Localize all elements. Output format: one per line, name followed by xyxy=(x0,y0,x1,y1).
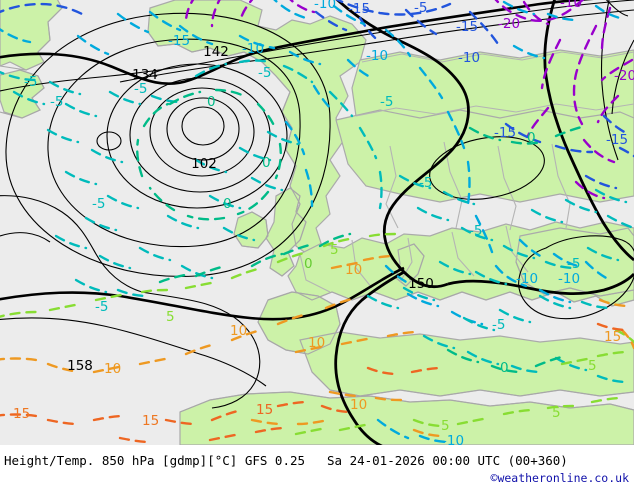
isotherm-label-minus15: -15 xyxy=(348,1,370,17)
isotherm-label-minus15: -15 xyxy=(494,125,516,141)
isotherm-plus10-layer xyxy=(0,254,634,438)
isotherm-label-minus10: -10 xyxy=(560,0,582,11)
isotherm-label-minus15: -15 xyxy=(168,33,190,49)
footer-bar: Height/Temp. 850 hPa [gdmp][°C] GFS 0.25… xyxy=(0,445,634,490)
isotherm-label-plus5: 5 xyxy=(441,418,450,434)
footer-valid-time-label: Sa 24-01-2026 00:00 UTC (00+360) xyxy=(327,453,568,468)
isotherm-plus15-layer xyxy=(0,322,630,444)
isotherm-label-minus5: -5 xyxy=(50,94,63,110)
isotherm-label-minus5: -5 xyxy=(258,65,271,81)
height-label-158: 158 xyxy=(67,358,93,374)
isotherm-minus20-layer xyxy=(184,0,634,200)
isotherm-label-zero: 0 xyxy=(223,196,232,212)
isotherm-label-zero: 0 xyxy=(527,130,536,146)
height-contour-ridge-closed xyxy=(429,136,545,200)
isotherm-label-minus5: -5 xyxy=(92,196,105,212)
isotherm-label-plus15: 15 xyxy=(142,413,159,429)
isotherm-label-minus5: -5 xyxy=(414,0,427,16)
isotherm-label-minus10: -10 xyxy=(516,271,538,287)
height-contour-right-thin xyxy=(600,0,619,161)
isotherm-label-plus10: 10 xyxy=(104,361,121,377)
isotherm-plus5-layer xyxy=(0,232,634,436)
height-contour-bold-trough xyxy=(0,0,593,85)
isotherm-label-plus5: 5 xyxy=(588,358,597,374)
height-label-142: 142 xyxy=(203,44,229,60)
isotherm-label-minus5: -5 xyxy=(492,317,505,333)
height-contour-right-thin2 xyxy=(611,39,634,115)
isotherm-label-minus5: -5 xyxy=(24,74,37,90)
isotherm-label-plus15: 15 xyxy=(256,402,273,418)
height-contour-ring7 xyxy=(5,12,331,277)
isotherm-label-minus15: -15 xyxy=(456,19,478,35)
height-label-layer: 102 134 142 150 158 xyxy=(67,44,434,374)
isotherm-label-minus5: -5 xyxy=(567,256,580,272)
isotherm-label-zero: 0 xyxy=(207,94,216,110)
isotherm-label-minus10: -10 xyxy=(442,433,464,445)
isotherm-label-plus10: 10 xyxy=(350,397,367,413)
isotherm-label-minus10: -10 xyxy=(366,48,388,64)
isotherm-label-zero: 0 xyxy=(262,155,271,171)
height-contour-158-b xyxy=(141,291,261,409)
isotherm-label-plus5: 5 xyxy=(552,405,561,421)
isotherm-label-plus5: 5 xyxy=(166,309,175,325)
isotherm-label-zero: 0 xyxy=(500,360,509,376)
height-contour-102-inner xyxy=(181,106,225,146)
height-contour-150-bold-2 xyxy=(447,272,634,296)
height-contour-158-d xyxy=(0,232,51,243)
isotherm-label-minus5: -5 xyxy=(380,94,393,110)
isotherm-label-plus15: 15 xyxy=(604,329,621,345)
isotherm-label-minus5: -5 xyxy=(134,81,147,97)
isotherm-label-layer: -20 -20 -10 -15 -15 -15 -15 -5 -10 -10 -… xyxy=(13,0,634,445)
height-contour-142 xyxy=(119,9,634,83)
isotherm-label-minus10: -10 xyxy=(558,271,580,287)
map-canvas[interactable]: 102 134 142 150 158 -20 -20 -10 -15 -15 … xyxy=(0,0,634,445)
height-contour-158-c xyxy=(0,317,267,387)
height-contour-bold-south xyxy=(0,266,405,321)
height-contour-small-west xyxy=(96,131,122,151)
isotherm-label-minus10: -10 xyxy=(242,41,264,57)
height-label-102: 102 xyxy=(191,156,217,172)
height-contour-ring3 xyxy=(149,87,255,177)
height-contour-134 xyxy=(0,0,634,92)
height-contour-africa-bold xyxy=(334,270,405,445)
isotherm-label-zero: 0 xyxy=(304,256,313,272)
isotherm-minus15-layer xyxy=(0,0,634,190)
height-contour-med-closed xyxy=(518,235,634,320)
height-contour-layer xyxy=(0,0,634,445)
footer-parameter-label: Height/Temp. 850 hPa [gdmp][°C] GFS 0.25 xyxy=(4,453,306,468)
height-contour-ring2 xyxy=(166,97,240,161)
isotherm-minus5-layer xyxy=(0,59,634,384)
height-contour-med-upper xyxy=(605,0,629,17)
isotherm-label-minus5: -5 xyxy=(95,299,108,315)
isotherm-label-plus5: 5 xyxy=(330,242,339,258)
copyright-label: ©weatheronline.co.uk xyxy=(490,471,629,485)
isotherm-label-minus5: -5 xyxy=(419,175,432,191)
height-label-150: 150 xyxy=(408,276,434,292)
height-contour-158 xyxy=(0,195,143,293)
isotherm-label-plus15: 15 xyxy=(13,406,30,422)
isotherm-zero-layer xyxy=(136,88,588,374)
isotherm-label-minus15: -15 xyxy=(606,132,628,148)
isotherm-label-minus20: -20 xyxy=(498,16,520,32)
isotherm-label-minus5: -5 xyxy=(469,223,482,239)
isotherm-label-plus10: 10 xyxy=(308,335,325,351)
isotherm-label-minus20: -20 xyxy=(614,68,634,84)
height-contour-ring6 xyxy=(47,38,301,248)
isotherm-label-minus10: -10 xyxy=(458,50,480,66)
height-contour-ring4 xyxy=(129,77,271,193)
isotherm-label-minus10: -10 xyxy=(314,0,336,12)
isotherm-label-plus10: 10 xyxy=(345,262,362,278)
height-contour-bold-right xyxy=(543,0,634,262)
isotherm-label-plus10: 10 xyxy=(230,323,247,339)
height-label-134: 134 xyxy=(132,67,158,83)
isotherm-minus10-layer xyxy=(0,0,622,444)
